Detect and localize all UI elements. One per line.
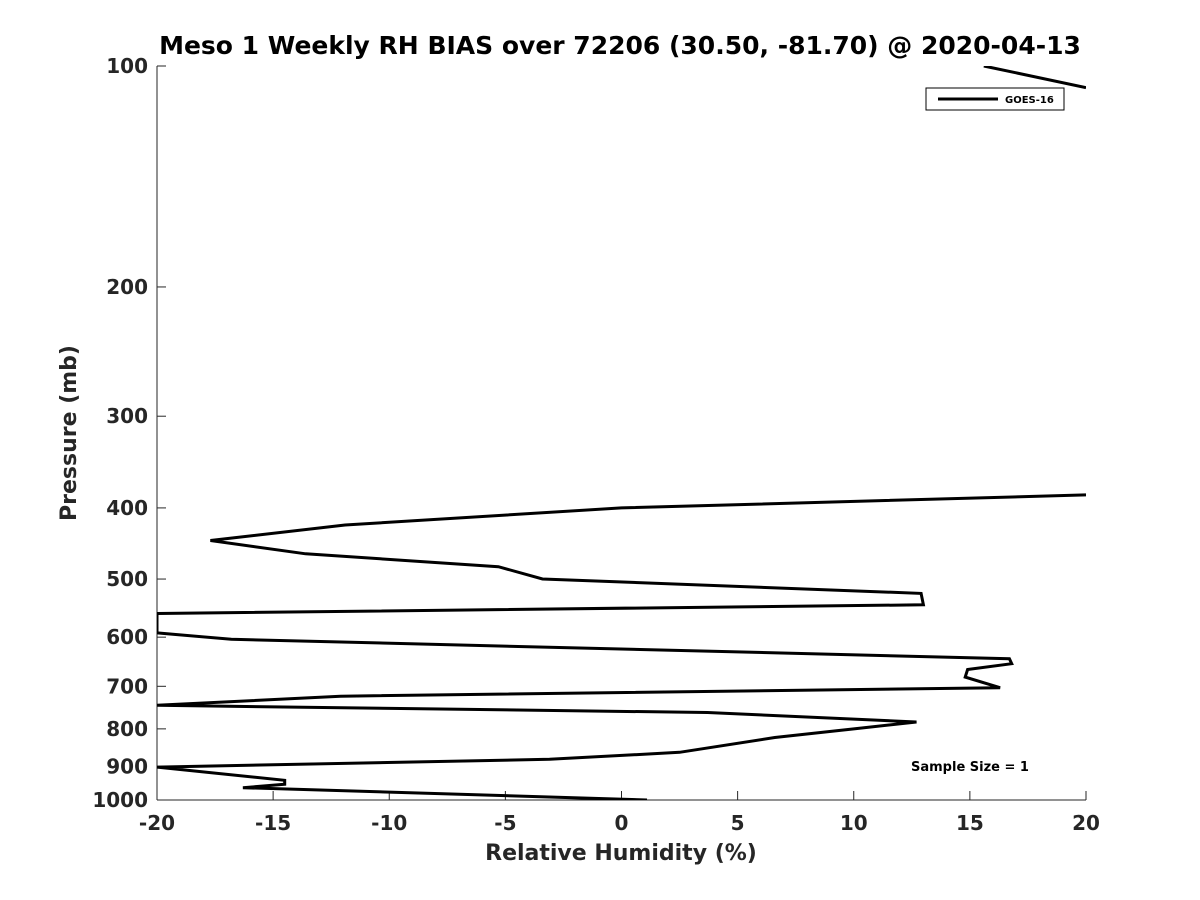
y-tick-label: 400 (106, 496, 148, 520)
y-tick-label: 500 (106, 567, 148, 591)
x-axis-label: Relative Humidity (%) (485, 841, 757, 866)
x-tick-label: 10 (840, 811, 868, 835)
series-line-2 (983, 66, 1086, 90)
y-axis-label: Pressure (mb) (57, 345, 82, 521)
y-tick-label: 1000 (92, 788, 148, 812)
y-tick-label: 100 (106, 54, 148, 78)
x-tick-label: 0 (615, 811, 629, 835)
y-tick-label: 700 (106, 674, 148, 698)
legend: GOES-16 (925, 87, 1065, 111)
sample-size-annotation: Sample Size = 1 (911, 760, 1029, 775)
y-tick-label: 800 (106, 717, 148, 741)
legend-label-goes-16: GOES-16 (1005, 95, 1054, 106)
x-tick-label: -15 (255, 811, 291, 835)
x-tick-label: 20 (1072, 811, 1100, 835)
x-tick-label: -5 (494, 811, 516, 835)
chart-title: Meso 1 Weekly RH BIAS over 72206 (30.50,… (159, 31, 1081, 60)
x-tick-label: 15 (956, 811, 984, 835)
x-axis-ticks: -20 -15 -10 -5 0 5 10 15 20 (139, 791, 1100, 835)
series-layer (157, 66, 1086, 800)
x-tick-label: -20 (139, 811, 175, 835)
y-tick-label: 200 (106, 275, 148, 299)
x-tick-label: 5 (731, 811, 745, 835)
y-tick-label: 300 (106, 404, 148, 428)
y-axis-ticks: 100 200 300 400 500 600 700 800 900 1000 (92, 54, 166, 812)
x-tick-label: -10 (371, 811, 407, 835)
series-line-goes-16 (157, 493, 1086, 800)
y-tick-label: 900 (106, 754, 148, 778)
y-tick-label: 600 (106, 625, 148, 649)
